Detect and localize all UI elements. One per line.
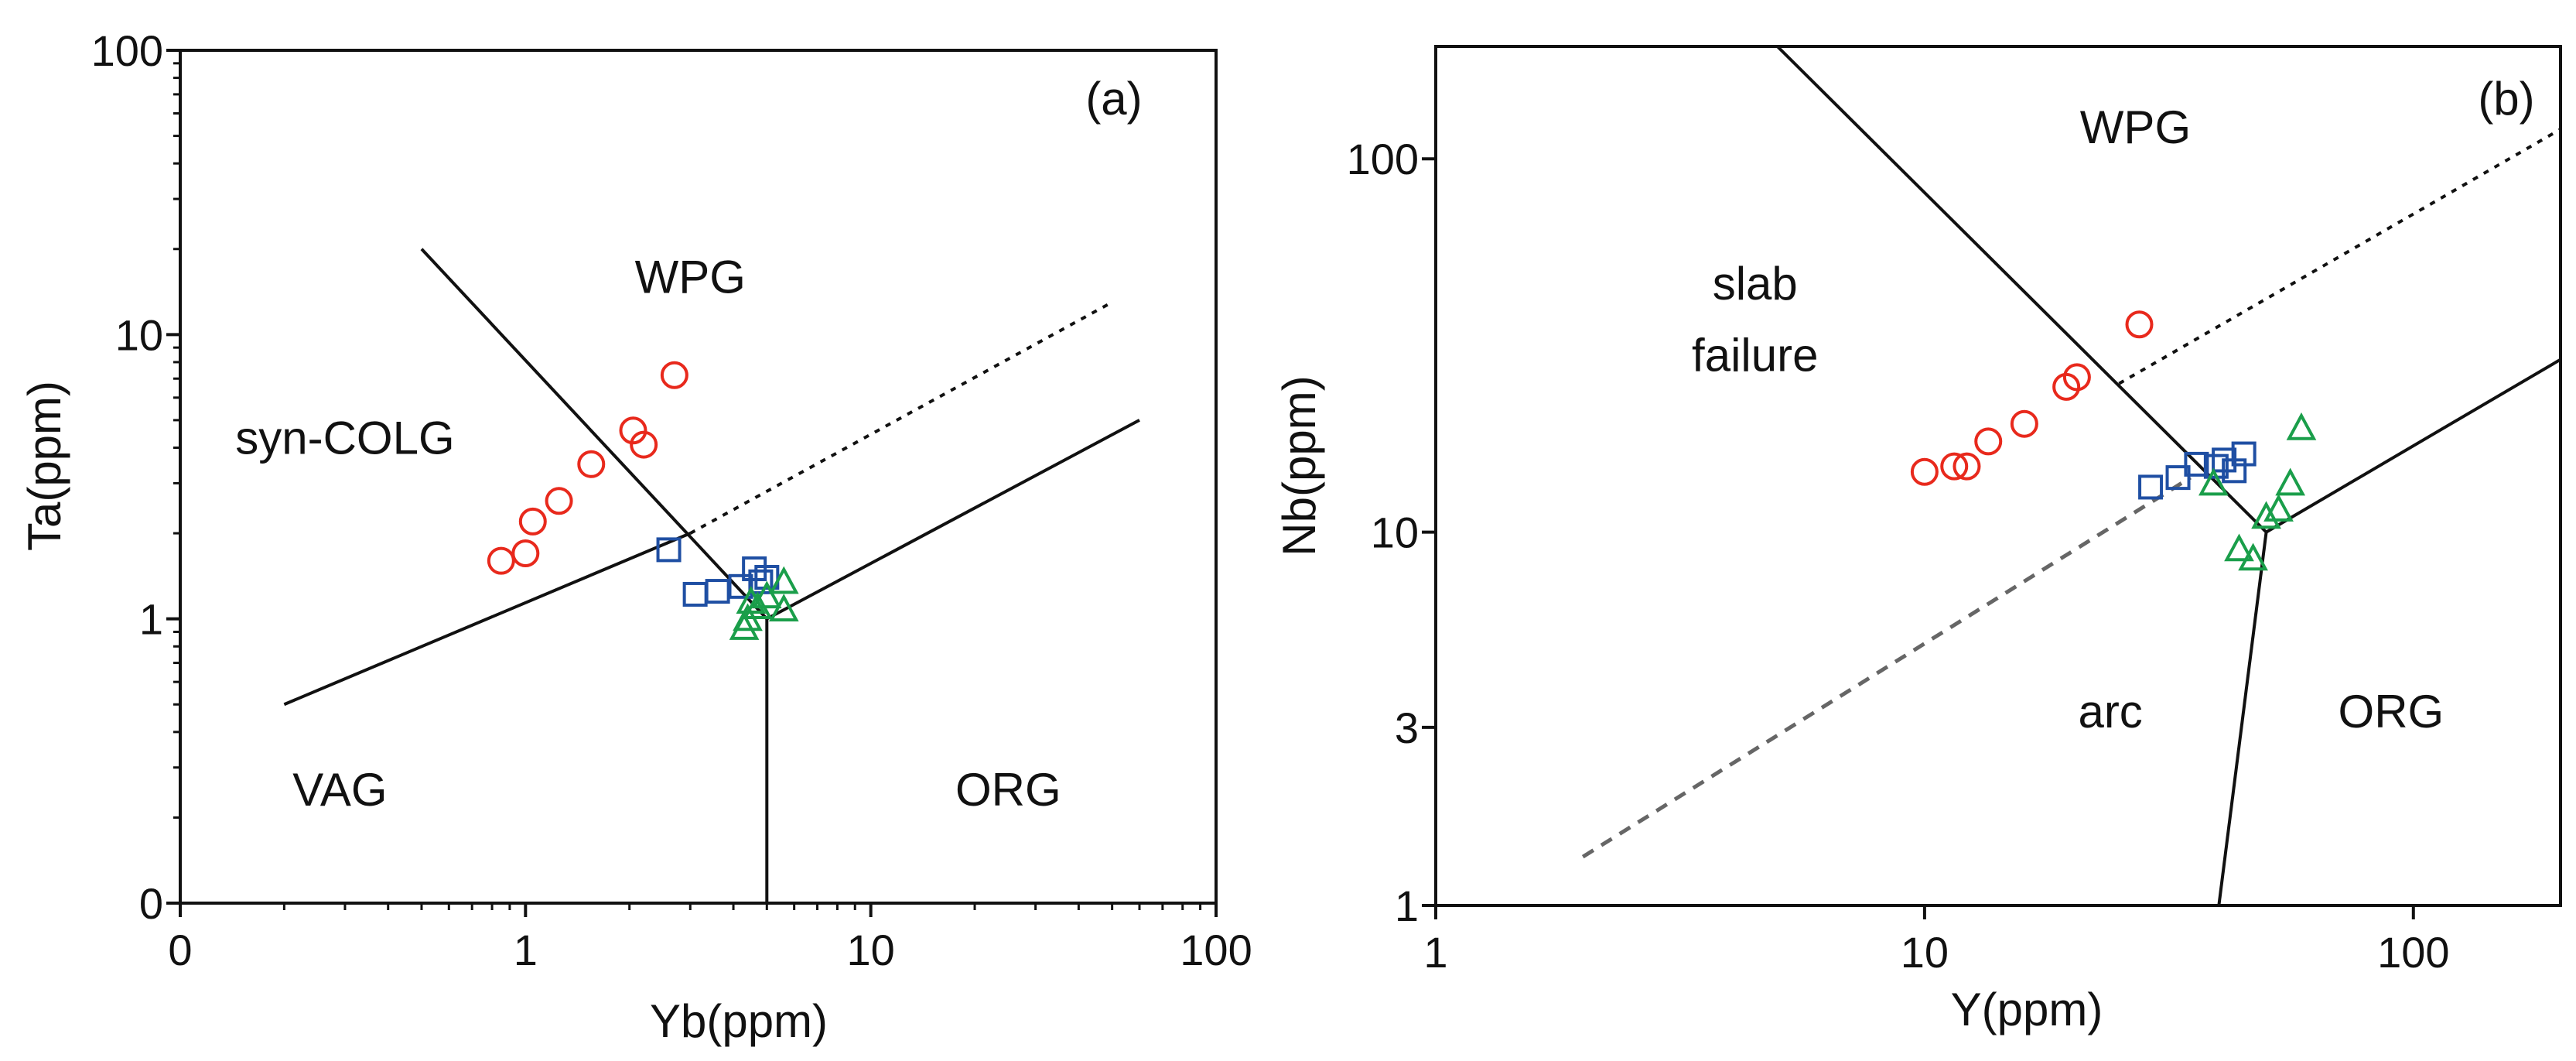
panel-a-square-point xyxy=(754,564,780,590)
panel-a-circle-point xyxy=(660,361,688,389)
panel-b-field-boundary-dotted xyxy=(2118,128,2561,385)
panel-b-field-boundary-solid xyxy=(1776,45,2267,534)
panel-b-triangle-point xyxy=(2198,467,2229,496)
panel-b-square-point xyxy=(2231,441,2257,467)
panel-b-y-tick-label: 3 xyxy=(1395,703,1419,752)
panel-b-triangle-point xyxy=(2286,412,2317,440)
panel-a-plot-frame xyxy=(179,49,1218,905)
panel-b-triangle-point xyxy=(2275,467,2306,496)
panel-b-square-point xyxy=(2184,451,2209,477)
panel-b-field-label: WPG xyxy=(2080,101,2191,153)
panel-b-y-tick-label: 10 xyxy=(1371,508,1419,557)
panel-a-field-boundary-solid xyxy=(766,419,1140,621)
panel-a-x-tick-label: 100 xyxy=(1180,926,1252,974)
panel-b-triangle-point xyxy=(2251,501,2281,529)
panel-b-x-tick-label: 1 xyxy=(1423,928,1447,977)
panel-b-triangle-point xyxy=(2238,542,2268,571)
panel-a-y-tick-label: 100 xyxy=(91,26,163,75)
panel-b-tag: (b) xyxy=(2478,73,2534,125)
panel-b-y-axis-label: Nb(ppm) xyxy=(1273,375,1325,556)
panel-b-field-boundary-dashed xyxy=(1581,475,2192,859)
panel-b-points xyxy=(1910,310,2317,571)
panel-a-circle-point xyxy=(511,539,540,568)
panel-b-boundaries xyxy=(1581,45,2562,906)
panel-b-axes: 1 10 100 1 3 10 100 xyxy=(1347,45,2562,977)
panel-a-triangle-point xyxy=(768,566,799,594)
panel-b-circle-point xyxy=(1910,457,1939,486)
panel-a-field-label: syn-COLG xyxy=(235,412,454,464)
panel-b-y-tick-label: 1 xyxy=(1395,881,1419,930)
panel-b-plot-frame xyxy=(1434,45,2562,907)
panel-a: WPG syn-COLG VAG ORG 0 1 10 100 0 1 10 100 (a) Yb(… xyxy=(19,26,1252,1047)
panel-a-square-point xyxy=(742,556,767,581)
panel-a-field-boundary-solid xyxy=(420,248,768,621)
panel-a-circle-point xyxy=(518,507,547,536)
panel-a-circle-point xyxy=(487,546,515,575)
panel-b-circle-point xyxy=(1940,452,1969,481)
panel-b-field-label: slab xyxy=(1713,258,1798,310)
panel-b-x-tick-label: 100 xyxy=(2377,928,2449,977)
panel-a-y-axis-label: Ta(ppm) xyxy=(19,381,70,551)
panel-a-x-tick-label: 0 xyxy=(168,926,192,974)
panel-b-circle-point xyxy=(1974,427,2003,456)
panel-a-x-tick-label: 1 xyxy=(514,926,538,974)
panel-b-x-axis-label: Y(ppm) xyxy=(1951,984,2103,1035)
panel-b-field-label: ORG xyxy=(2339,686,2444,738)
panel-b-field-labels: WPG slab failure arc ORG xyxy=(1692,101,2444,738)
panel-b-circle-point xyxy=(1952,452,1981,481)
panel-a-field-label: VAG xyxy=(292,764,387,816)
panel-b-field-boundary-solid xyxy=(2217,532,2268,906)
panel-a-field-labels: WPG syn-COLG VAG ORG xyxy=(235,252,1061,816)
panel-b-triangle-point xyxy=(2263,494,2294,522)
panel-b-circle-point xyxy=(2125,310,2154,339)
panel-a-circle-point xyxy=(577,450,606,478)
panel-a-field-boundary-solid xyxy=(283,532,692,707)
panel-a-tag: (a) xyxy=(1085,73,1142,125)
panel-a-triangle-point xyxy=(768,594,799,621)
panel-a-points xyxy=(487,361,799,640)
panel-a-axes: 0 1 10 100 0 1 10 100 xyxy=(91,26,1252,974)
panel-b-triangle-point xyxy=(2224,533,2254,562)
panel-a-circle-point xyxy=(619,416,647,445)
panel-b-field-boundary-solid xyxy=(2265,358,2562,534)
panel-a-field-boundary-dotted xyxy=(689,300,1113,535)
panel-a-square-point xyxy=(728,573,753,599)
panel-a-boundaries xyxy=(283,248,1140,903)
panel-a-field-label: WPG xyxy=(635,252,746,303)
panel-b-y-tick-label: 100 xyxy=(1347,135,1419,183)
panel-a-x-tick-label: 10 xyxy=(847,926,895,974)
panel-b-square-point xyxy=(2138,474,2164,500)
panel-a-y-tick-label: 1 xyxy=(139,595,163,644)
panel-b-field-label: arc xyxy=(2078,686,2142,738)
panel-b-x-tick-label: 10 xyxy=(1901,928,1949,977)
panel-a-circle-point xyxy=(545,487,573,515)
panel-a-circle-point xyxy=(630,430,658,459)
panel-a-square-point xyxy=(656,537,682,563)
panel-a-y-tick-label: 0 xyxy=(139,879,163,928)
panel-b: WPG slab failure arc ORG 1 10 100 1 3 10 100 (b) Y… xyxy=(1273,45,2562,1035)
panel-b-circle-point xyxy=(2010,409,2038,438)
panel-b-field-label: failure xyxy=(1692,330,1818,382)
panel-a-y-tick-label: 10 xyxy=(115,310,163,359)
panel-a-field-label: ORG xyxy=(955,764,1061,816)
panel-b-square-point xyxy=(2165,465,2191,491)
panel-b-circle-point xyxy=(2062,363,2091,392)
panel-a-triangle-point xyxy=(751,580,782,609)
panel-a-x-axis-label: Yb(ppm) xyxy=(650,995,828,1047)
